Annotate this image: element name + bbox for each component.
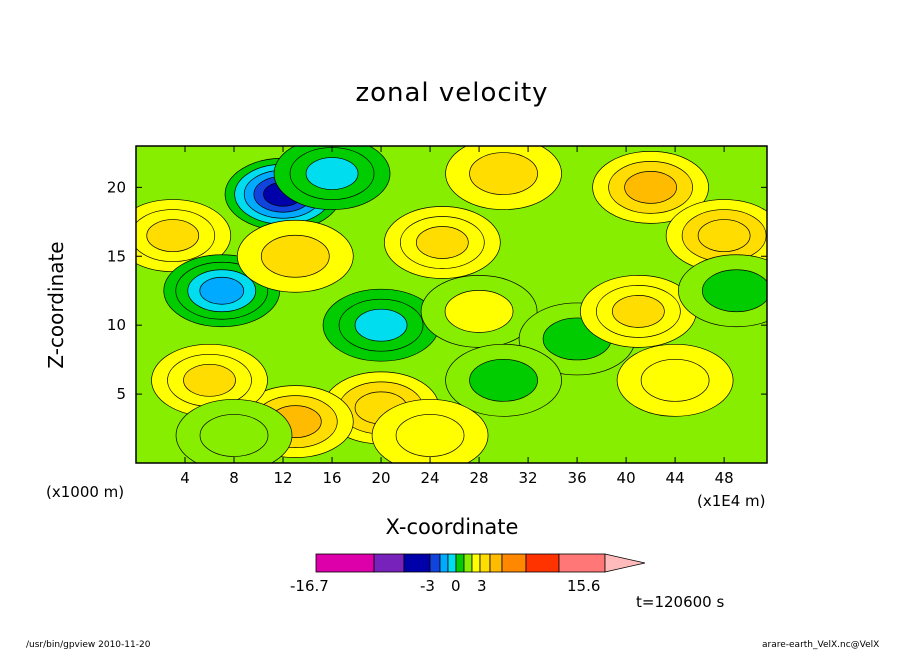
colorbar-segment — [479, 553, 491, 573]
x-tick-label: 4 — [180, 469, 190, 487]
field-contour — [469, 152, 538, 195]
x-ticks: 4 8 12 16 20 24 28 32 36 40 44 48 — [180, 146, 734, 487]
x-tick-label: 28 — [470, 469, 489, 487]
plot-frame — [135, 145, 768, 464]
colorbar-mid-label: 0 — [451, 577, 461, 595]
colorbar-segment — [463, 553, 473, 573]
field-contour — [395, 414, 465, 457]
field-contour — [415, 226, 469, 259]
colorbar — [315, 553, 646, 573]
y-ticks: 5 10 15 20 — [107, 178, 767, 403]
y-tick-label: 10 — [107, 316, 126, 334]
x-tick-label: 20 — [372, 469, 391, 487]
field-contour — [444, 290, 514, 333]
colorbar-max-label: 15.6 — [567, 577, 601, 595]
x-tick-label: 12 — [273, 469, 292, 487]
colorbar-arrow — [604, 553, 646, 573]
colorbar-segment — [403, 553, 431, 573]
colorbar-segment — [455, 553, 465, 573]
colorbar-segment — [558, 553, 606, 573]
x-tick-label: 8 — [229, 469, 239, 487]
x-unit-left: (x1000 m) — [46, 483, 125, 501]
colorbar-segment — [489, 553, 503, 573]
x-tick-label: 36 — [568, 469, 587, 487]
colorbar-segment — [315, 553, 375, 573]
field-contour — [199, 276, 245, 305]
footer-right: arare-earth_VelX.nc@VelX — [762, 640, 880, 650]
x-tick-label: 32 — [519, 469, 538, 487]
colorbar-mid-label: -3 — [420, 577, 435, 595]
colorbar-segment — [501, 553, 527, 573]
x-tick-label: 16 — [322, 469, 341, 487]
field-contour — [260, 234, 330, 278]
x-tick-label: 44 — [666, 469, 685, 487]
colorbar-segment — [373, 553, 405, 573]
velocity-field — [136, 146, 767, 463]
colorbar-segment — [525, 553, 560, 573]
field-contour — [146, 219, 200, 252]
time-label: t=120600 s — [636, 593, 725, 611]
colorbar-mid-label: 3 — [477, 577, 487, 595]
x-unit-right: (x1E4 m) — [697, 492, 766, 510]
x-axis-label: X-coordinate — [385, 515, 519, 539]
field-contour — [469, 358, 538, 402]
y-tick-label: 20 — [107, 178, 126, 196]
x-tick-label: 48 — [715, 469, 734, 487]
colorbar-segment — [447, 553, 457, 573]
field-contour — [697, 219, 751, 252]
field-contour — [611, 295, 665, 328]
field-contour — [624, 170, 677, 204]
colorbar-segment — [429, 553, 441, 573]
y-tick-label: 5 — [116, 385, 126, 403]
field-contour — [305, 157, 359, 190]
x-tick-label: 24 — [421, 469, 440, 487]
colorbar-segment — [439, 553, 449, 573]
field-contour — [702, 269, 767, 313]
footer-left: /usr/bin/gpview 2010-11-20 — [26, 640, 151, 650]
chart-title: zonal velocity — [355, 78, 549, 108]
field-contour — [199, 414, 269, 457]
field-contour — [183, 363, 236, 397]
field-contour — [640, 358, 710, 402]
colorbar-min-label: -16.7 — [290, 577, 329, 595]
field-contour — [354, 308, 408, 342]
x-tick-label: 40 — [617, 469, 636, 487]
y-axis-label: Z-coordinate — [44, 241, 68, 369]
y-tick-label: 15 — [107, 247, 126, 265]
colorbar-segment — [471, 553, 481, 573]
